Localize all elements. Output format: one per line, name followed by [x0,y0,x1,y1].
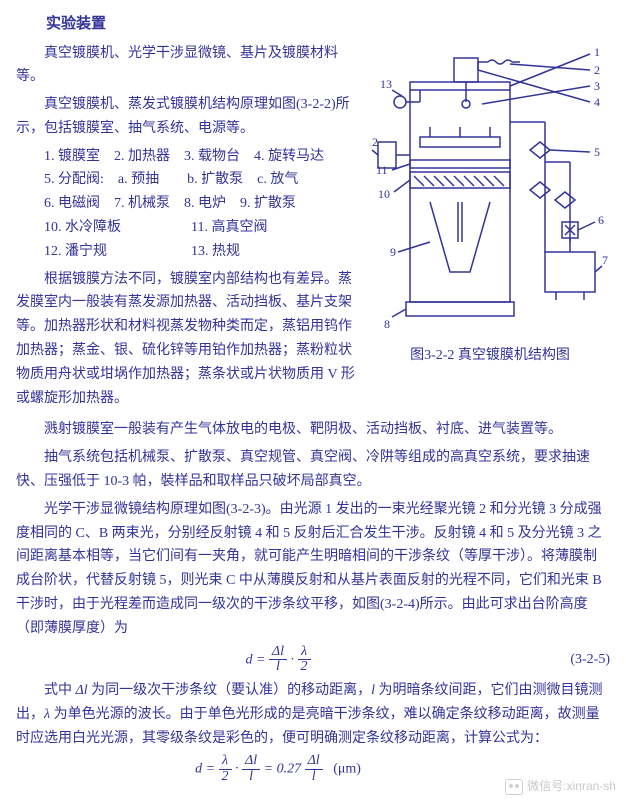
coating-machine-diagram: 1 2 3 4 5 6 7 8 9 10 11 12 13 [370,42,610,342]
paragraph-4: 溅射镀膜室一般装有产生气体放电的电极、靶阴极、活动挡板、衬底、进气装置等。 [16,418,610,442]
svg-text:12: 12 [370,135,378,149]
section-title: 实验装置 [16,12,610,38]
figure-caption: 图3-2-2 真空镀膜机结构图 [370,344,610,368]
svg-text:9: 9 [390,245,396,259]
svg-text:4: 4 [594,95,600,109]
svg-text:13: 13 [380,77,392,91]
wechat-watermark: 微信号:xinran-sh [505,776,616,796]
svg-text:2: 2 [594,63,600,77]
paragraph-7: 式中 Δl 为同一级次干涉条纹（要认准）的移动距离，l 为明暗条纹间距，它们由测… [16,679,610,750]
equation-3-2-5: d = Δll · λ2 (3-2-5) [16,645,610,675]
figure-3-2-2: 1 2 3 4 5 6 7 8 9 10 11 12 13 图3-2-2 真空镀… [370,42,610,368]
svg-text:5: 5 [594,145,600,159]
watermark-text: 微信号:xinran-sh [527,776,616,796]
svg-text:3: 3 [594,79,600,93]
svg-text:1: 1 [594,45,600,59]
svg-text:10: 10 [378,187,390,201]
equation-number: (3-2-5) [540,648,610,672]
svg-text:6: 6 [598,213,604,227]
svg-text:11: 11 [376,163,388,177]
paragraph-5: 抽气系统包括机械泵、扩散泵、真空规管、真空阀、冷阱等组成的高真空系统，要求抽速快… [16,446,610,494]
svg-text:7: 7 [602,253,608,267]
wechat-icon [505,779,523,795]
paragraph-6: 光学干涉显微镜结构原理如图(3-2-3)。由光源 1 发出的一束光经聚光镜 2 … [16,498,610,641]
svg-text:8: 8 [384,317,390,331]
